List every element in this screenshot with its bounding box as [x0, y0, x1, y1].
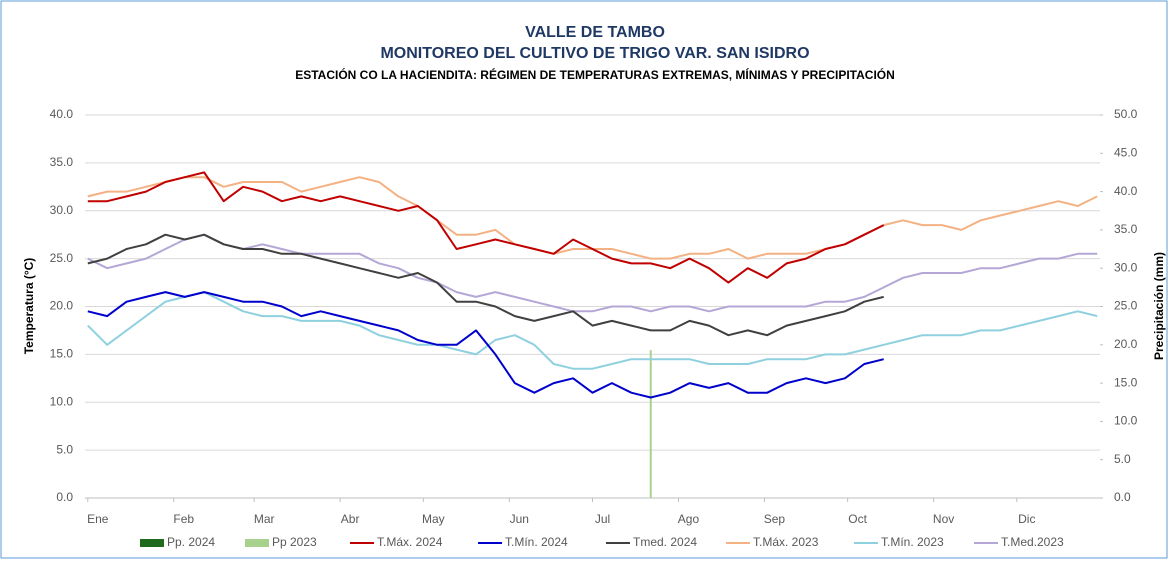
line — [87, 291, 884, 399]
line — [87, 233, 1098, 313]
legend-swatch — [140, 539, 164, 547]
x-tick-label: Dic — [1018, 512, 1035, 526]
legend-label: T.Máx. 2023 — [753, 535, 819, 549]
y-tick-label: 30.0 — [50, 203, 74, 217]
y-axis-label: Temperatura (°C) — [22, 258, 36, 355]
y2-tick-label: 15.0 — [1114, 375, 1138, 389]
y2-tick-label: 20.0 — [1114, 337, 1138, 351]
y-tick-label: 40.0 — [50, 107, 74, 121]
legend-label: T.Máx. 2024 — [377, 535, 443, 549]
y2-tick-label: 10.0 — [1114, 414, 1138, 428]
y-tick-label: 15.0 — [50, 347, 74, 361]
line — [87, 233, 884, 337]
x-tick-label: Jun — [510, 512, 529, 526]
chart-title: VALLE DE TAMBO — [525, 24, 665, 41]
y2-axis-label: Precipitación (mm) — [1152, 252, 1166, 360]
x-tick-label: May — [422, 512, 445, 526]
y2-tick-label: 5.0 — [1114, 452, 1131, 466]
y2-tick-label: 35.0 — [1114, 222, 1138, 236]
legend-label: T.Med.2023 — [1001, 535, 1064, 549]
legend-label: Pp 2023 — [272, 535, 317, 549]
x-tick-label: Jul — [595, 512, 610, 526]
line — [87, 171, 885, 284]
x-tick-label: Nov — [933, 512, 954, 526]
y-tick-label: 25.0 — [50, 251, 74, 265]
bar — [649, 350, 652, 498]
x-tick-label: Ene — [87, 512, 109, 526]
y2-tick-label: 40.0 — [1114, 184, 1138, 198]
y2-tick-label: 0.0 — [1114, 490, 1131, 504]
x-tick-label: Ago — [678, 512, 700, 526]
line — [87, 291, 1098, 370]
legend-label: Pp. 2024 — [167, 535, 215, 549]
x-tick-label: Feb — [173, 512, 194, 526]
x-tick-label: Mar — [254, 512, 275, 526]
y-tick-label: 10.0 — [50, 394, 74, 408]
y2-tick-label: 45.0 — [1114, 145, 1138, 159]
x-tick-label: Oct — [848, 512, 867, 526]
x-tick-label: Sep — [764, 512, 786, 526]
y2-tick-label: 50.0 — [1114, 107, 1138, 121]
chart-subtitle: ESTACIÓN CO LA HACIENDITA: RÉGIMEN DE TE… — [295, 67, 895, 82]
legend-label: T.Mín. 2023 — [881, 535, 944, 549]
legend-swatch — [245, 539, 269, 547]
legend-label: Tmed. 2024 — [633, 535, 697, 549]
y-tick-label: 5.0 — [56, 442, 73, 456]
y-tick-label: 20.0 — [50, 299, 74, 313]
chart-subtitle: MONITOREO DEL CULTIVO DE TRIGO VAR. SAN … — [380, 45, 809, 62]
legend-label: T.Mín. 2024 — [505, 535, 568, 549]
y2-tick-label: 25.0 — [1114, 299, 1138, 313]
y-tick-label: 0.0 — [56, 490, 73, 504]
x-tick-label: Abr — [341, 512, 360, 526]
y-tick-label: 35.0 — [50, 155, 74, 169]
y2-tick-label: 30.0 — [1114, 260, 1138, 274]
